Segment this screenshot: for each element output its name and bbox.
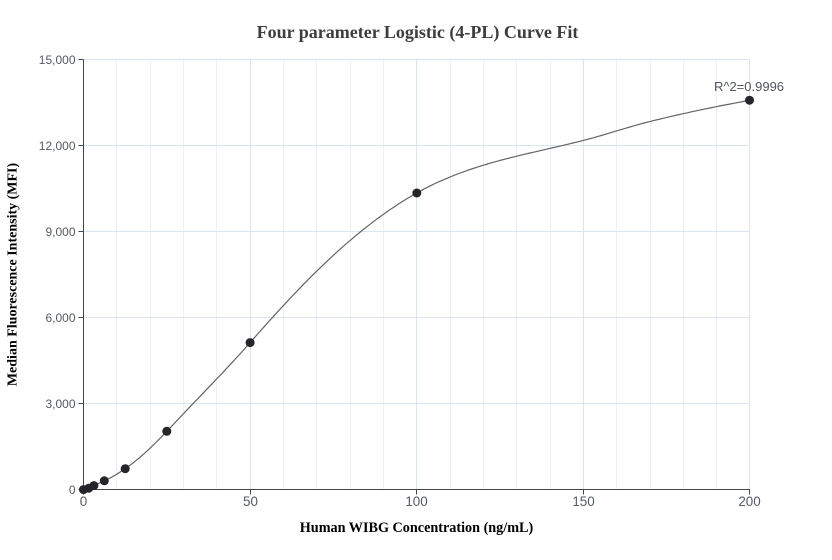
svg-text:Four parameter Logistic (4-PL): Four parameter Logistic (4-PL) Curve Fit <box>257 22 579 43</box>
svg-text:12,000: 12,000 <box>39 139 76 153</box>
svg-text:Median Fluorescence Intensity: Median Fluorescence Intensity (MFI) <box>6 163 21 387</box>
svg-text:6,000: 6,000 <box>45 311 75 325</box>
svg-text:Human WIBG Concentration (ng/m: Human WIBG Concentration (ng/mL) <box>300 520 534 536</box>
svg-text:200: 200 <box>738 494 760 509</box>
svg-text:9,000: 9,000 <box>45 225 75 239</box>
svg-text:100: 100 <box>405 494 427 509</box>
svg-text:150: 150 <box>572 494 594 509</box>
svg-text:3,000: 3,000 <box>45 397 75 411</box>
svg-text:0: 0 <box>80 494 87 509</box>
svg-text:R^2=0.9996: R^2=0.9996 <box>714 79 784 94</box>
svg-text:50: 50 <box>243 494 258 509</box>
svg-text:0: 0 <box>69 483 76 497</box>
svg-text:15,000: 15,000 <box>39 53 76 67</box>
